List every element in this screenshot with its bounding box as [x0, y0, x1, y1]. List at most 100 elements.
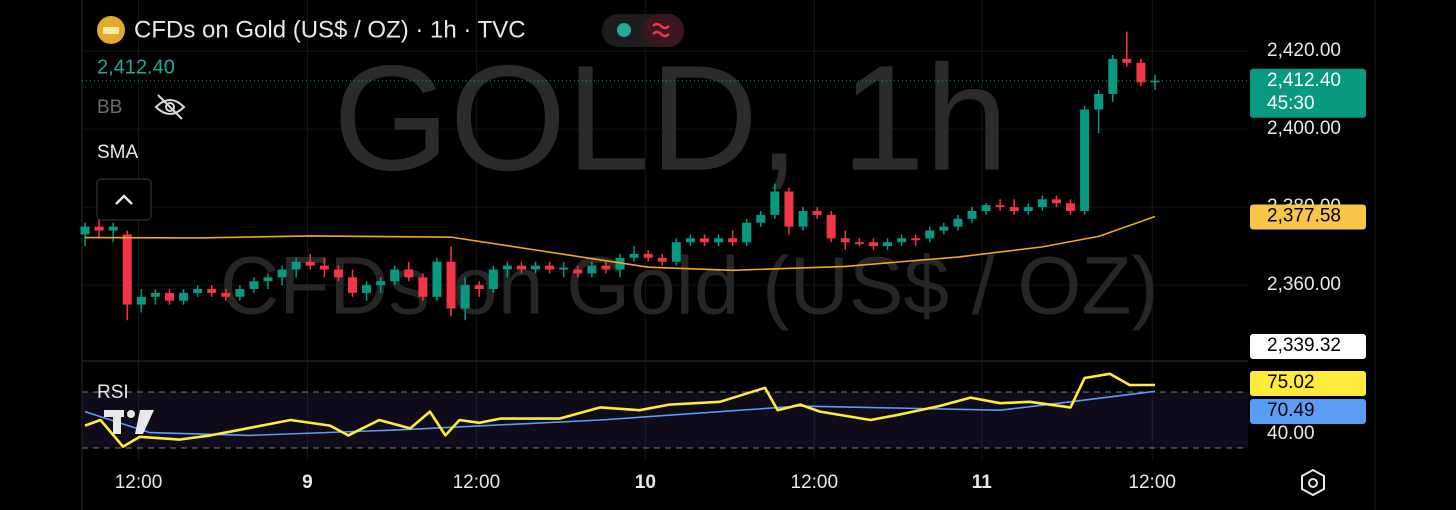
candle-body [714, 238, 724, 243]
candle-body [784, 191, 794, 227]
candle-body [277, 269, 287, 278]
candle-body [193, 289, 203, 293]
candle-body [1122, 58, 1132, 63]
eye-pupil [165, 102, 175, 112]
last-price-box [1250, 68, 1366, 118]
candle-body [770, 191, 780, 215]
candle-body [348, 277, 357, 293]
low-price-text: 2,339.32 [1267, 335, 1341, 356]
candle-body [249, 281, 259, 290]
candle-body [207, 289, 217, 293]
candle-body [1009, 207, 1019, 212]
sma-price-text: 2,377.58 [1267, 206, 1341, 227]
candle-body [1023, 207, 1033, 212]
rsi-value-box [1250, 370, 1366, 396]
chart-title: CFDs on Gold (US$ / OZ) · 1h · TVC [134, 16, 526, 43]
rsi-value-text: 75.02 [1267, 372, 1315, 393]
candle-body [376, 281, 386, 286]
candle-body [1037, 199, 1047, 208]
candle-body [108, 226, 118, 231]
candle-body [291, 261, 301, 270]
candle-body [911, 238, 921, 241]
collapse-button[interactable] [96, 178, 152, 221]
candle-body [460, 285, 470, 309]
candle-body [1066, 203, 1076, 212]
rsi-band [82, 392, 1248, 449]
candle-body [685, 238, 695, 243]
eye-strike [157, 94, 183, 120]
x-tick-label: 12:00 [1128, 472, 1176, 493]
candle-body [953, 218, 963, 227]
tradingview-logo [104, 410, 154, 434]
candle-body [235, 289, 245, 297]
candle-body [1051, 199, 1061, 204]
candle-body [967, 211, 977, 219]
sma-indicator: SMA [97, 142, 139, 163]
y-tick-label: 2,420.00 [1267, 40, 1341, 61]
chevron-up [115, 194, 133, 205]
candle-body [897, 238, 907, 243]
logo-part [135, 410, 154, 434]
candle-body [221, 292, 231, 297]
candle-body [699, 238, 709, 243]
x-tick-label: 9 [302, 472, 313, 493]
candle-body [333, 269, 343, 278]
last-price-text: 2,412.40 [1267, 70, 1341, 91]
candle-body [840, 238, 850, 243]
settings-icon[interactable] [1301, 468, 1325, 497]
x-tick-label: 12:00 [791, 472, 839, 493]
candle-body [573, 269, 583, 274]
rsi-title: RSI [97, 382, 129, 403]
data-delay-badge [643, 14, 684, 47]
candle-body [362, 285, 372, 293]
sma-line [84, 215, 1156, 272]
x-tick-label: 12:00 [453, 472, 501, 493]
candle-body [516, 265, 526, 270]
candle-body [263, 277, 273, 282]
candle-body [883, 242, 892, 247]
candle-body [1108, 58, 1118, 94]
candle-body [446, 261, 456, 309]
watermark-subtitle: CFDs on Gold (US$ / OZ) [220, 241, 1159, 332]
candle-body [1136, 62, 1146, 83]
candle-body [136, 296, 146, 305]
candle-body [531, 265, 541, 270]
candle-body [981, 205, 991, 212]
candle-body [122, 234, 132, 305]
candle-body [854, 242, 864, 245]
y-tick-label: 2,400.00 [1267, 118, 1341, 139]
bb-indicator: BB [97, 97, 122, 118]
candle-body [164, 292, 174, 301]
candle-body [798, 211, 808, 227]
candle-body [868, 242, 878, 247]
candle-body [418, 277, 428, 297]
candle-body [671, 242, 681, 262]
candle-body [559, 267, 569, 270]
rsi-line [84, 372, 1156, 448]
hexagon-center [1308, 478, 1318, 488]
candle-body [1150, 80, 1160, 83]
candle-body [756, 214, 766, 223]
candle-body [474, 285, 484, 290]
candle-body [657, 257, 667, 262]
candle-body [545, 265, 555, 270]
rsi-ma-value-box [1250, 398, 1366, 424]
candle-body [150, 292, 160, 297]
rsi-tick-label: 40.00 [1267, 423, 1315, 444]
candle-body [629, 253, 639, 258]
candle-body [390, 269, 400, 282]
x-tick-label: 12:00 [115, 472, 163, 493]
watermark: GOLD, 1h [333, 34, 1008, 202]
symbol-icon-bar [103, 27, 119, 34]
candle-body [319, 265, 329, 270]
candle-body [179, 292, 189, 301]
candle-body [305, 261, 315, 266]
y-tick-label: 2,360.00 [1267, 274, 1341, 295]
current-price: 2,412.40 [97, 56, 175, 78]
rsi-ma-value-text: 70.49 [1267, 400, 1315, 421]
hide-icon[interactable] [154, 94, 186, 120]
candle-body [601, 265, 611, 270]
